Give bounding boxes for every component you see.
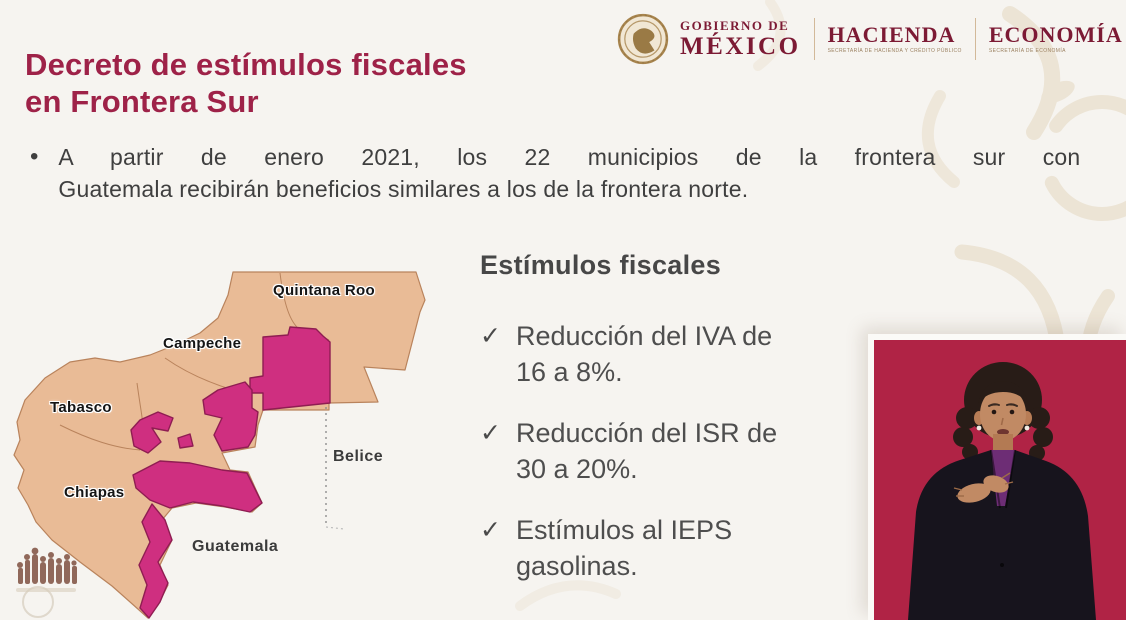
list-item: ✓ Reducción del ISR de 30 a 20%.: [480, 415, 781, 487]
title-line2: en Frontera Sur: [25, 84, 259, 119]
earring: [976, 425, 982, 431]
label-campeche: Campeche: [163, 335, 242, 352]
hacienda-name: HACIENDA: [827, 22, 956, 47]
list-item: ✓ Estímulos al IEPS gasolinas.: [480, 512, 781, 584]
checkmark-icon: ✓: [480, 516, 501, 544]
sign-language-interpreter-video: [868, 334, 1126, 620]
economia-name: ECONOMÍA: [988, 22, 1123, 47]
list-item: ✓ Reducción del IVA de 16 a 8%.: [480, 318, 781, 390]
stimulus-item-text: Reducción del IVA de 16 a 8%.: [516, 321, 773, 387]
hacienda-logo: HACIENDA SECRETARÍA DE HACIENDA Y CRÉDIT…: [828, 24, 962, 54]
economia-logo: ECONOMÍA SECRETARÍA DE ECONOMÍA: [989, 24, 1123, 54]
frontera-sur-map: Quintana Roo Campeche Tabasco Chiapas Be…: [0, 250, 450, 620]
interpreter-suit: [908, 450, 1096, 620]
highlighted-municipalities: [130, 326, 331, 619]
sign-language-interpreter: [874, 340, 1126, 620]
checkmark-icon: ✓: [480, 322, 501, 350]
economia-subtitle: SECRETARÍA DE ECONOMÍA: [988, 48, 1066, 54]
government-header: GOBIERNO DE MÉXICO HACIENDA SECRETARÍA D…: [616, 12, 1123, 66]
gobierno-de-mexico-seal-icon: [617, 13, 669, 65]
map-watermark: [16, 547, 77, 618]
intro-bullet-text: A partir de enero 2021, los 22 municipio…: [58, 141, 1080, 205]
stimulus-item-text: Estímulos al IEPS gasolinas.: [516, 515, 733, 581]
header-divider: [813, 18, 815, 60]
label-chiapas: Chiapas: [64, 484, 125, 501]
map-graphic: [13, 271, 426, 619]
page-title: Decreto de estímulos fiscales en Fronter…: [25, 46, 467, 120]
interpreter-hands: [953, 472, 1014, 503]
label-guatemala: Guatemala: [192, 538, 279, 555]
gobierno-de-mexico-wordmark: GOBIERNO DE MÉXICO: [680, 19, 801, 59]
title-line1: Decreto de estímulos fiscales: [25, 47, 467, 82]
bullet-glyph: •: [30, 143, 39, 170]
interpreter-eyebrows: [988, 403, 1018, 407]
interpreter-neck: [993, 434, 1013, 454]
header-divider: [974, 18, 976, 60]
interpreter-face: [980, 387, 1026, 441]
label-tabasco: Tabasco: [50, 399, 112, 416]
stimulus-item-text: Reducción del ISR de 30 a 20%.: [516, 418, 778, 484]
intro-bullet: • A partir de enero 2021, los 22 municip…: [30, 141, 1080, 205]
intro-bullet-line2: Guatemala recibirán beneficios similares…: [58, 176, 749, 202]
gobierno-line2: MÉXICO: [680, 33, 801, 60]
label-belice: Belice: [333, 448, 384, 465]
intro-bullet-line1: A partir de enero 2021, los 22 municipio…: [58, 144, 1081, 170]
stimulus-list: ✓ Reducción del IVA de 16 a 8%. ✓ Reducc…: [480, 318, 781, 584]
earring: [1024, 425, 1030, 431]
checkmark-icon: ✓: [480, 419, 501, 447]
label-quintana-roo: Quintana Roo: [273, 282, 375, 299]
stimulus-heading: Estímulos fiscales: [480, 250, 722, 280]
stimulus-section: Estímulos fiscales ✓ Reducción del IVA d…: [480, 250, 781, 609]
gobierno-line1: GOBIERNO DE: [680, 18, 790, 33]
belice-border-tick: [325, 526, 345, 530]
hacienda-subtitle: SECRETARÍA DE HACIENDA Y CRÉDITO PÚBLICO: [827, 48, 962, 54]
